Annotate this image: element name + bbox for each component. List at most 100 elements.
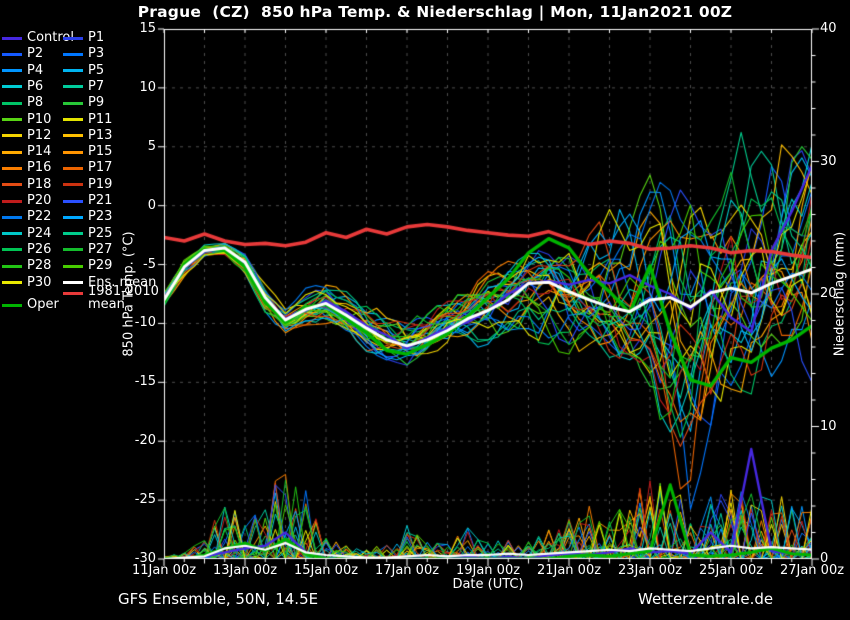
date-tick-label: 21Jan 00z	[536, 563, 602, 578]
legend-p21-label: P21	[88, 193, 113, 208]
legend-p18-label: P18	[27, 176, 52, 192]
legend-p27-label: P27	[88, 241, 113, 257]
legend-p23-swatch	[63, 215, 83, 219]
date-tick-label: 25Jan 00z	[698, 563, 764, 578]
temp-tick-label: 0	[147, 197, 156, 213]
legend-p20-label: P20	[27, 193, 52, 208]
legend-climate-mean-label: 1981-2010 mean	[88, 284, 159, 312]
legend-p9-swatch	[63, 101, 83, 105]
legend-p7-label: P7	[88, 78, 105, 94]
date-tick-label: 15Jan 00z	[293, 563, 359, 578]
legend-p22-label: P22	[27, 209, 52, 225]
legend-p17-label: P17	[88, 160, 113, 176]
legend-p11-label: P11	[88, 111, 113, 127]
legend-p26-label: P26	[27, 241, 52, 257]
legend-p15-swatch	[63, 150, 83, 154]
legend-p13-label: P13	[88, 127, 113, 143]
legend-p30-swatch	[2, 281, 22, 284]
legend-p19-swatch	[63, 183, 83, 187]
legend-p4-label: P4	[27, 62, 44, 78]
temp-tick-label: -10	[134, 315, 156, 331]
legend-p10-swatch	[2, 118, 22, 121]
legend-p18-swatch	[2, 183, 22, 187]
legend-p20-swatch	[2, 199, 22, 203]
model-info-footer: GFS Ensemble, 50N, 14.5E	[118, 590, 319, 608]
legend-p7-swatch	[63, 85, 83, 89]
legend-control-label: Control	[27, 30, 74, 45]
legend-p3-swatch	[63, 52, 83, 56]
legend-p6-label: P6	[27, 78, 44, 94]
precip-tick-label: 40	[820, 21, 837, 36]
legend-p29-label: P29	[88, 258, 113, 274]
legend-p10-label: P10	[27, 111, 52, 127]
temp-tick-label: -25	[134, 492, 156, 508]
legend-p29-swatch	[63, 264, 83, 268]
legend-p30-label: P30	[27, 274, 52, 290]
legend-p15-label: P15	[88, 144, 113, 160]
legend-p14-label: P14	[27, 144, 52, 160]
legend-p25-swatch	[63, 232, 83, 236]
right-axis-label: Niederschlag (mm)	[832, 231, 848, 357]
legend-p12-swatch	[2, 134, 22, 138]
legend-p1-swatch	[63, 36, 83, 40]
precip-tick-label: 20	[820, 286, 837, 301]
temp-tick-label: 10	[139, 79, 156, 95]
legend-p4-swatch	[2, 69, 22, 73]
legend-p17-swatch	[63, 166, 83, 170]
x-axis-label: Date (UTC)	[452, 577, 524, 592]
left-axis-label: 850 hPa Temp. (°C)	[121, 231, 137, 357]
legend-p28-swatch	[2, 264, 22, 268]
legend-p24-swatch	[2, 232, 22, 236]
precip-tick-label: 30	[820, 153, 837, 169]
legend-p16-swatch	[2, 166, 22, 170]
legend-p6-swatch	[2, 85, 22, 89]
legend-p8-label: P8	[27, 95, 44, 111]
legend-p13-swatch	[63, 134, 83, 138]
date-tick-label: 19Jan 00z	[455, 563, 521, 578]
legend-control-swatch	[2, 36, 22, 40]
temp-tick-label: -5	[143, 256, 156, 272]
legend-p2-swatch	[2, 52, 22, 56]
legend-p2-label: P2	[27, 46, 44, 62]
legend-ens-mean-label: Ens. mean	[88, 274, 157, 290]
legend-climate-mean-swatch	[63, 291, 83, 295]
precip-tick-label: 0	[820, 551, 829, 566]
legend-p22-swatch	[2, 215, 22, 219]
temp-tick-label: 5	[147, 138, 156, 154]
legend-p9-label: P9	[88, 95, 105, 111]
date-tick-label: 13Jan 00z	[212, 563, 278, 578]
date-tick-label: 17Jan 00z	[374, 563, 440, 578]
legend-p25-label: P25	[88, 225, 113, 241]
legend-ens-mean-swatch	[63, 281, 83, 284]
date-tick-label: 27Jan 00z	[779, 563, 845, 578]
legend-p28-label: P28	[27, 258, 52, 274]
temp-tick-label: 15	[139, 21, 156, 36]
legend-p1-label: P1	[88, 30, 105, 45]
legend-oper-swatch	[2, 303, 22, 307]
chart-title: Prague (CZ) 850 hPa Temp. & Niederschlag…	[137, 3, 733, 21]
legend-p16-label: P16	[27, 160, 52, 176]
temp-tick-label: -20	[134, 433, 156, 449]
legend-p19-label: P19	[88, 176, 113, 192]
legend-p12-label: P12	[27, 127, 52, 143]
temp-tick-label: -30	[134, 551, 156, 566]
date-tick-label: 23Jan 00z	[617, 563, 683, 578]
legend-oper-label: Oper	[27, 297, 59, 312]
precip-tick-label: 10	[820, 418, 837, 434]
watermark-footer: Wetterzentrale.de	[638, 590, 774, 608]
legend-p11-swatch	[63, 118, 83, 121]
legend-p24-label: P24	[27, 225, 52, 241]
legend-p23-label: P23	[88, 209, 113, 225]
legend-p14-swatch	[2, 150, 22, 154]
legend-p21-swatch	[63, 199, 83, 203]
legend-p5-swatch	[63, 69, 83, 73]
legend-p27-swatch	[63, 248, 83, 252]
legend-p5-label: P5	[88, 62, 105, 78]
date-tick-label: 11Jan 00z	[131, 563, 197, 578]
legend-p26-swatch	[2, 248, 22, 252]
temp-tick-label: -15	[134, 374, 156, 390]
legend-p3-label: P3	[88, 46, 105, 62]
legend-p8-swatch	[2, 101, 22, 105]
